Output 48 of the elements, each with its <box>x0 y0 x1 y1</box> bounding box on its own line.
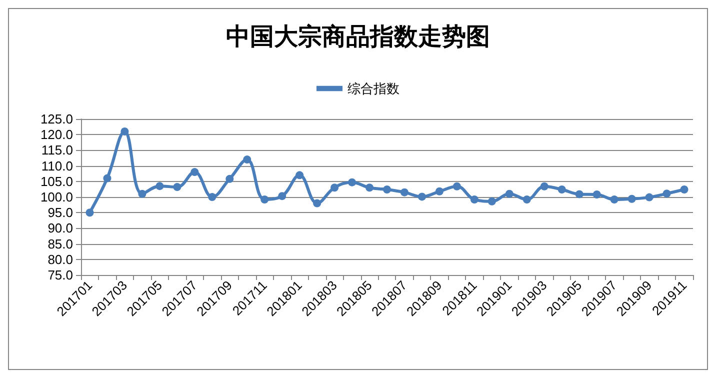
point <box>383 186 391 194</box>
point <box>296 171 304 180</box>
point <box>470 196 478 204</box>
point <box>366 184 374 192</box>
point <box>278 192 286 200</box>
y-tick-label: 125.0 <box>40 112 73 126</box>
point <box>540 182 548 190</box>
y-tick-label: 80.0 <box>48 252 73 267</box>
point <box>662 190 671 198</box>
y-tick-label: 120.0 <box>40 127 73 142</box>
point <box>313 199 322 208</box>
point <box>452 182 461 190</box>
point <box>418 192 426 201</box>
point <box>190 168 199 176</box>
point <box>400 188 408 196</box>
point <box>558 186 566 194</box>
y-tick-label: 95.0 <box>48 205 73 220</box>
point <box>226 174 234 183</box>
chart-title: 中国大宗商品指数走势图 <box>226 22 490 50</box>
y-tick-label: 75.0 <box>48 268 73 282</box>
point <box>680 186 688 194</box>
point <box>488 197 496 206</box>
point <box>260 196 269 204</box>
point <box>330 184 339 192</box>
y-tick-label: 110.0 <box>41 158 73 174</box>
y-tick-label: 85.0 <box>48 236 73 252</box>
point <box>628 194 636 203</box>
point <box>610 196 618 204</box>
point <box>592 190 601 198</box>
point <box>120 127 129 136</box>
point <box>435 187 444 196</box>
y-tick-label: 115.0 <box>41 142 73 158</box>
point <box>103 174 112 182</box>
point <box>575 190 584 198</box>
point <box>645 193 654 202</box>
point <box>156 182 164 190</box>
legend-label: 综合指数 <box>348 81 400 96</box>
point <box>243 156 252 164</box>
y-tick-label: 90.0 <box>48 220 73 236</box>
y-tick-label: 105.0 <box>40 174 73 189</box>
point <box>138 190 146 198</box>
point <box>173 183 182 192</box>
point <box>208 193 216 201</box>
point <box>505 190 514 198</box>
point <box>522 196 531 204</box>
y-tick-label: 100.0 <box>40 190 73 204</box>
point <box>86 208 94 217</box>
point <box>348 178 356 186</box>
